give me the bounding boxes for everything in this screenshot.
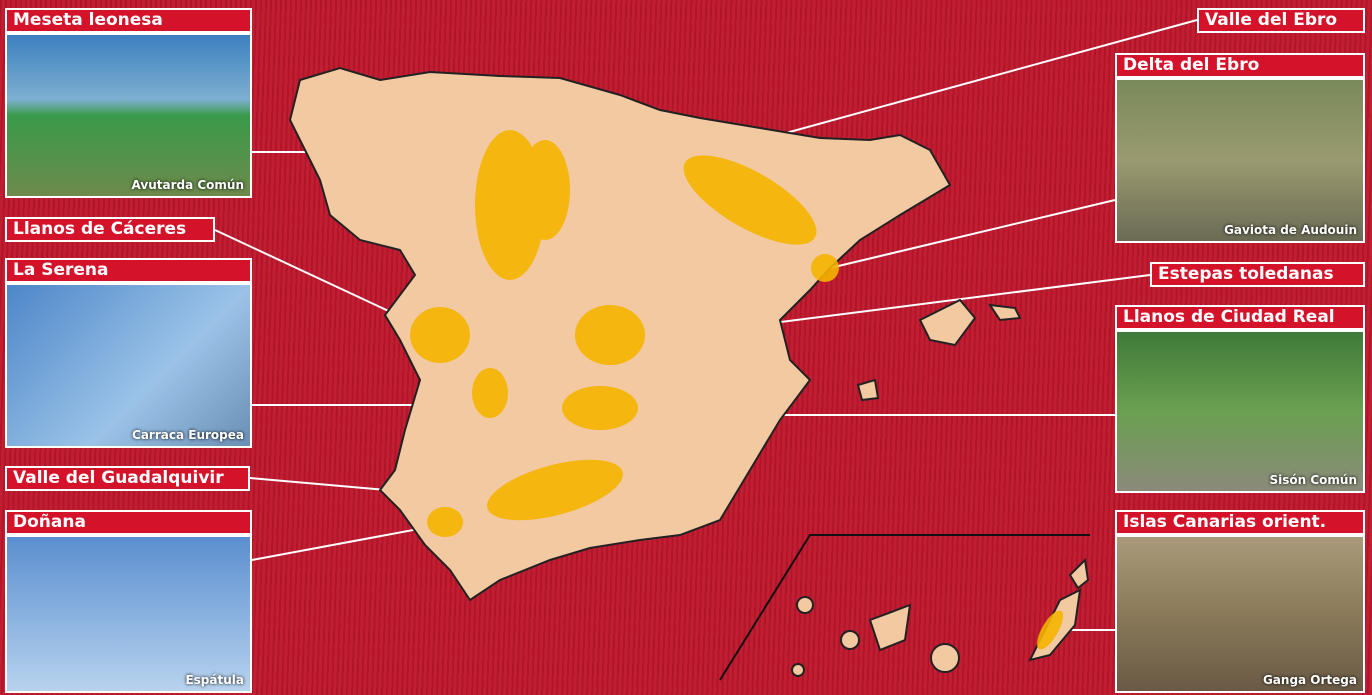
photo: Ganga Ortega	[1115, 535, 1365, 693]
photo-caption: Ganga Ortega	[1262, 673, 1357, 687]
region-label: Islas Canarias orient.	[1115, 510, 1365, 535]
photo: Avutarda Común	[5, 33, 252, 198]
canary-frame	[719, 534, 1090, 681]
islands	[791, 298, 1090, 677]
region-label: Delta del Ebro	[1115, 53, 1365, 78]
region-label: Llanos de Cáceres	[5, 217, 215, 242]
photo-caption: Espátula	[185, 673, 244, 687]
photo: Sisón Común	[1115, 330, 1365, 493]
photo-caption: Sisón Común	[1269, 473, 1357, 487]
region-label: Estepas toledanas	[1150, 262, 1365, 287]
photo: Carraca Europea	[5, 283, 252, 448]
photo: Gaviota de Audouin	[1115, 78, 1365, 243]
region-label: Doñana	[5, 510, 252, 535]
region-label: Valle del Guadalquivir	[5, 466, 250, 491]
region-label: La Serena	[5, 258, 252, 283]
region-label: Llanos de Ciudad Real	[1115, 305, 1365, 330]
steppe-zones	[410, 130, 1063, 650]
photo: Espátula	[5, 535, 252, 693]
region-label: Valle del Ebro	[1197, 8, 1365, 33]
photo-caption: Carraca Europea	[132, 428, 244, 442]
photo-caption: Avutarda Común	[131, 178, 244, 192]
photo-caption: Gaviota de Audouin	[1224, 223, 1357, 237]
region-label: Meseta leonesa	[5, 8, 252, 33]
